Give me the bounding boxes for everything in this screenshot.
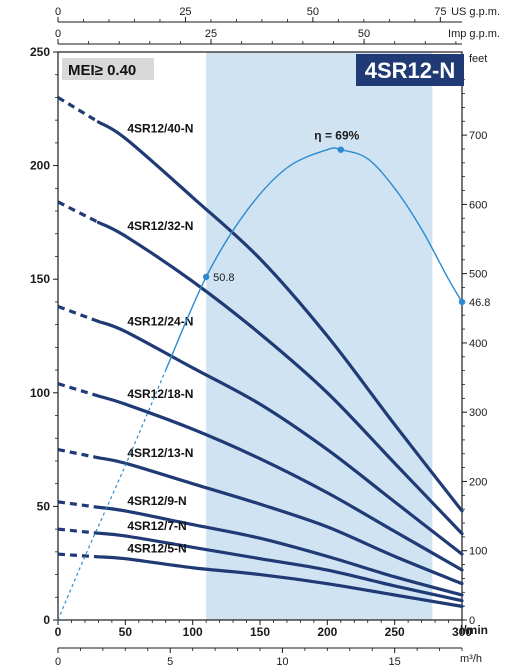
pump-curve-label: 4SR12/40-N: [127, 121, 193, 135]
usgpm-tick-label: 75: [434, 6, 446, 18]
m3h-tick-label: 15: [389, 656, 401, 667]
x-tick-label: 250: [385, 625, 405, 639]
pump-curve-dashed: [57, 200, 100, 224]
pump-curve-dashed: [57, 304, 99, 323]
pump-curve-dashed: [57, 382, 99, 398]
y-right-tick-label: 0: [469, 615, 475, 627]
pump-curve-dashed: [57, 527, 99, 535]
mei-badge-bg: [62, 58, 154, 80]
impgpm-tick-label: 50: [358, 28, 370, 40]
efficiency-label: η = 69%: [314, 129, 359, 143]
y-right-tick-label: 200: [469, 476, 487, 488]
y-right-tick-label: 300: [469, 407, 487, 419]
usgpm-tick-label: 0: [55, 6, 61, 18]
model-title-text: 4SR12-N: [365, 58, 455, 83]
usgpm-tick-label: 50: [307, 6, 319, 18]
efficiency-marker: [337, 146, 344, 153]
x-tick-label: 100: [183, 625, 203, 639]
pump-curve: [96, 220, 464, 536]
y-axis-right-feet: 0 100 200 300 400 500 600 700 feet: [462, 53, 487, 627]
pump-curve: [96, 319, 464, 556]
y-left-tick-label: 200: [30, 159, 50, 173]
pump-curve-dashed: [57, 500, 99, 509]
x-axis-usgpm: 0 25 50 75 US g.p.m.: [55, 6, 500, 23]
pump-curve: [96, 456, 464, 586]
pump-curve-label: 4SR12/18-N: [127, 387, 193, 401]
y-right-tick-label: 600: [469, 199, 487, 211]
x-tick-label: 0: [55, 625, 62, 639]
efficiency-curve-dashed: [57, 369, 167, 621]
m3h-unit-label: m³/h: [460, 653, 482, 665]
pump-curve-label: 4SR12/9-N: [127, 494, 186, 508]
m3h-tick-label: 5: [167, 656, 173, 667]
impgpm-tick-label: 25: [205, 28, 217, 40]
pump-curves: 4SR12/40-N 4SR12/32-N 4SR12/24-N 4SR12/18-N…: [57, 96, 464, 608]
pump-curve-label: 4SR12/7-N: [127, 519, 186, 533]
mei-badge-text: MEI≥ 0.40: [68, 62, 136, 79]
x-tick-label: 300: [452, 625, 472, 639]
y-right-tick-label: 700: [469, 130, 487, 142]
x-axis-m3h: 0 5 10 15 m³/h: [55, 647, 482, 668]
pump-curve-label: 4SR12/24-N: [127, 314, 193, 328]
y-axis-left: 0 50 100 150 200 250: [30, 45, 58, 627]
pump-curve: [96, 120, 464, 513]
x-tick-label: 50: [119, 625, 133, 639]
y-left-tick-label: 0: [43, 613, 50, 627]
efficiency-marker-label: 50.8: [213, 272, 234, 284]
efficiency-curve: 50.8 46.8 η = 69%: [57, 129, 490, 621]
m3h-tick-label: 0: [55, 656, 61, 667]
m3h-tick-label: 10: [276, 656, 288, 667]
pump-curve: [96, 505, 464, 597]
usgpm-tick-label: 25: [179, 6, 191, 18]
efficiency-marker: [202, 273, 210, 281]
y-right-tick-label: 100: [469, 546, 487, 558]
usgpm-unit-label: US g.p.m.: [451, 6, 500, 18]
efficiency-marker-label: 46.8: [469, 297, 490, 309]
y-left-tick-label: 150: [30, 272, 50, 286]
pump-curve-dashed: [57, 448, 99, 460]
x-tick-label: 200: [317, 625, 337, 639]
pump-curve-dashed: [57, 96, 100, 124]
model-title: 4SR12-N: [356, 54, 464, 86]
impgpm-tick-label: 0: [55, 28, 61, 40]
impgpm-unit-label: Imp g.p.m.: [448, 28, 500, 40]
y-right-unit-label: feet: [469, 53, 487, 65]
x-unit-label: l/min: [460, 623, 488, 637]
model-title-bg: [356, 54, 464, 86]
pump-curve-dashed: [57, 552, 99, 559]
pump-curve: [96, 394, 464, 572]
mei-badge: MEI≥ 0.40: [62, 58, 154, 80]
pump-curve-label: 4SR12/5-N: [127, 542, 186, 556]
x-tick-label: 150: [250, 625, 270, 639]
y-left-tick-label: 100: [30, 386, 50, 400]
y-right-tick-label: 400: [469, 338, 487, 350]
y-right-tick-label: 500: [469, 269, 487, 281]
pump-curve-label: 4SR12/13-N: [127, 446, 193, 460]
pump-curve-label: 4SR12/32-N: [127, 219, 193, 233]
efficiency-marker: [458, 298, 466, 306]
y-left-tick-label: 250: [30, 45, 50, 59]
y-left-tick-label: 50: [37, 499, 51, 513]
pump-curve: [96, 531, 464, 603]
x-axis-impgpm: 0 25 50 Imp g.p.m.: [55, 28, 500, 45]
pump-curve: [96, 555, 464, 608]
